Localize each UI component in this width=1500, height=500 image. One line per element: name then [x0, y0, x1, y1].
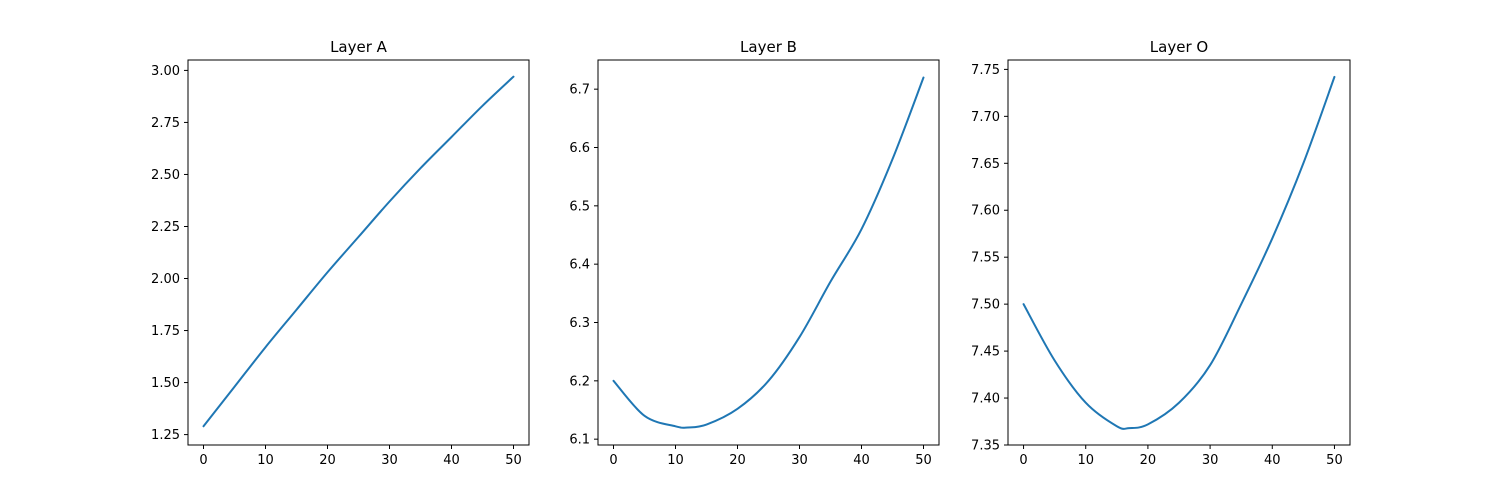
y-tick-label: 7.65 — [971, 157, 1000, 172]
x-tick-label: 30 — [1202, 453, 1219, 468]
series-line-0 — [612, 76, 925, 429]
y-tick-label: 6.7 — [569, 83, 590, 98]
x-tick-label: 10 — [257, 453, 274, 468]
y-tick-label: 6.6 — [569, 141, 590, 156]
subplot-title: Layer O — [1150, 38, 1208, 56]
series-line-0 — [202, 75, 515, 428]
x-tick-label: 30 — [381, 453, 398, 468]
x-tick-label: 0 — [199, 453, 207, 468]
y-tick-label: 2.25 — [151, 220, 180, 235]
x-tick-label: 0 — [1019, 453, 1027, 468]
subplot-title: Layer A — [330, 38, 388, 56]
y-tick-label: 1.25 — [151, 428, 180, 443]
y-tick-label: 7.70 — [971, 110, 1000, 125]
y-tick-label: 2.75 — [151, 116, 180, 131]
axes-frame — [597, 59, 940, 446]
subplots: Layer A 0 10 20 30 40 50 1.25 1.50 1.75 2.00 2.25 2.… — [151, 38, 1351, 468]
x-tick-label: 50 — [505, 453, 522, 468]
y-tick-label: 6.5 — [569, 199, 590, 214]
x-tick-label: 10 — [667, 453, 684, 468]
y-tick-label: 2.50 — [151, 168, 180, 183]
subplot-0: Layer A 0 10 20 30 40 50 1.25 1.50 1.75 2.00 2.25 2.… — [151, 38, 530, 468]
x-tick-label: 50 — [1326, 453, 1343, 468]
y-tick-label: 7.35 — [971, 439, 1000, 454]
x-tick-label: 20 — [1140, 453, 1157, 468]
subplot-title: Layer B — [740, 38, 797, 56]
y-tick-label: 7.60 — [971, 204, 1000, 219]
x-tick-label: 0 — [609, 453, 617, 468]
x-tick-label: 40 — [443, 453, 460, 468]
y-tick-label: 7.45 — [971, 345, 1000, 360]
series-line-0 — [1022, 75, 1336, 430]
y-tick-label: 1.50 — [151, 376, 180, 391]
y-tick-label: 1.75 — [151, 324, 180, 339]
y-tick-label: 6.1 — [569, 433, 590, 448]
axes-frame — [1007, 59, 1351, 446]
y-tick-label: 6.3 — [569, 316, 590, 331]
y-tick-label: 6.4 — [569, 258, 590, 273]
y-tick-label: 7.55 — [971, 251, 1000, 266]
x-tick-label: 20 — [319, 453, 336, 468]
subplot-1: Layer B 0 10 20 30 40 50 6.1 6.2 6.3 6.4 6.5 6.6 6.7 — [569, 38, 940, 468]
x-tick-label: 30 — [791, 453, 808, 468]
x-tick-label: 50 — [915, 453, 932, 468]
subplot-2: Layer O 0 10 20 30 40 50 7.35 7.40 7.45 7.50 7.55 7.… — [971, 38, 1351, 468]
x-tick-label: 40 — [853, 453, 870, 468]
x-tick-label: 40 — [1264, 453, 1281, 468]
y-tick-label: 3.00 — [151, 64, 180, 79]
x-tick-label: 10 — [1077, 453, 1094, 468]
axes-frame — [187, 59, 530, 446]
y-tick-label: 2.00 — [151, 272, 180, 287]
y-tick-label: 7.40 — [971, 392, 1000, 407]
y-tick-label: 7.50 — [971, 298, 1000, 313]
y-tick-label: 6.2 — [569, 374, 590, 389]
x-tick-label: 20 — [729, 453, 746, 468]
y-tick-label: 7.75 — [971, 63, 1000, 78]
